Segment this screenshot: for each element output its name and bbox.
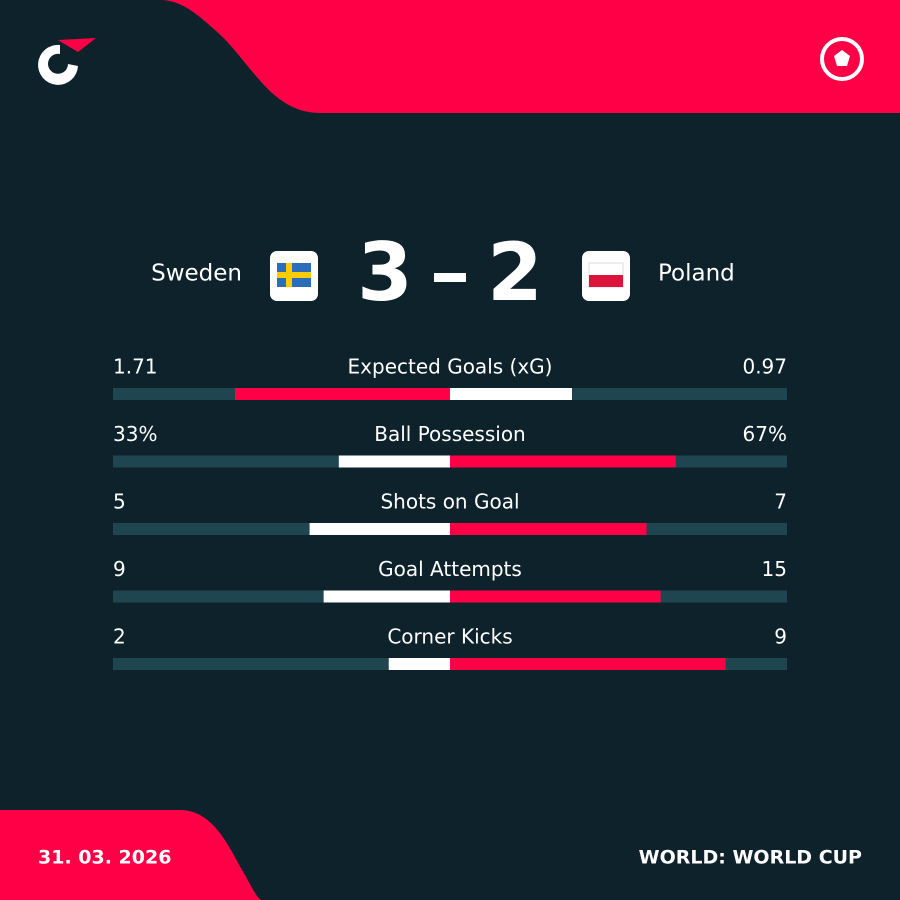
ball-icon: [820, 37, 864, 81]
away-team: Poland: [658, 261, 735, 287]
away-score: 2: [487, 226, 543, 319]
home-value: 5: [113, 490, 126, 514]
score-dash: [434, 273, 466, 282]
home-value: 2: [113, 625, 126, 649]
home-bar: [309, 523, 450, 535]
home-bar: [234, 388, 450, 400]
stat-label: Corner Kicks: [387, 625, 512, 649]
home-value: 9: [113, 557, 126, 581]
away-bar: [450, 658, 726, 670]
home-score: 3: [357, 226, 413, 319]
away-bar: [450, 455, 676, 468]
away-value: 15: [762, 557, 787, 581]
date: 31. 03. 2026: [38, 847, 171, 869]
home-bar: [338, 455, 450, 468]
competition: WORLD: WORLD CUP: [639, 847, 862, 869]
home-value: 1.71: [113, 355, 158, 379]
home-value: 33%: [113, 422, 157, 446]
away-value: 67%: [743, 422, 787, 446]
bottom-shape: [0, 810, 262, 900]
logo: [38, 38, 96, 85]
away-bar: [450, 590, 661, 603]
away-bar: [450, 388, 572, 400]
home-bar: [388, 658, 450, 670]
home-team: Sweden: [151, 261, 242, 287]
stat-label: Ball Possession: [374, 422, 525, 446]
stat-label: Goal Attempts: [378, 557, 522, 581]
away-value: 9: [774, 625, 787, 649]
home-flag: [270, 251, 318, 301]
stat-label: Shots on Goal: [380, 490, 519, 514]
away-value: 7: [774, 490, 787, 514]
home-bar: [323, 590, 450, 603]
top-shape: [160, 0, 900, 113]
away-flag: [582, 251, 630, 301]
away-value: 0.97: [742, 355, 787, 379]
away-bar: [450, 523, 647, 535]
stat-label: Expected Goals (xG): [348, 355, 553, 379]
